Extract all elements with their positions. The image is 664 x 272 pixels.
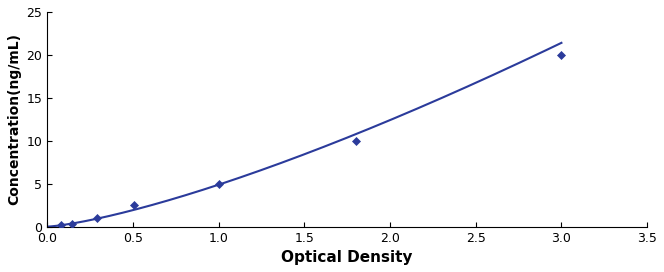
Y-axis label: Concentration(ng/mL): Concentration(ng/mL) [7, 33, 21, 205]
X-axis label: Optical Density: Optical Density [282, 250, 413, 265]
